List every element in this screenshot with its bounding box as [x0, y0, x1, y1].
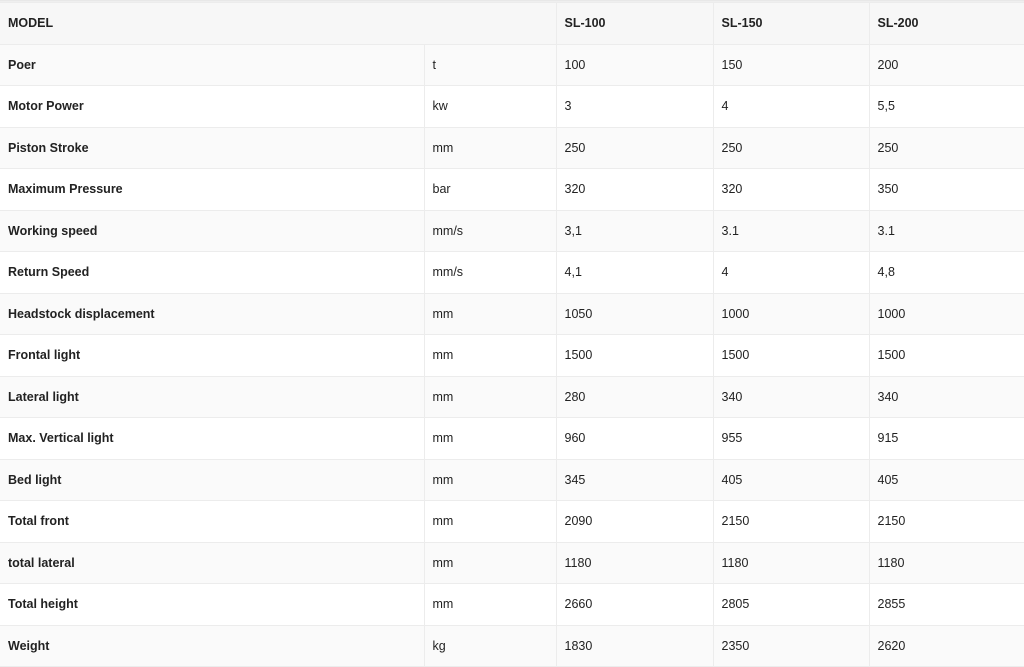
row-unit: mm/s [423, 209, 557, 252]
row-value: 350 [868, 168, 1024, 211]
row-label: Motor Power [0, 85, 425, 128]
table-row: Total front mm 2090 2150 2150 [0, 500, 1024, 543]
row-value: 3,1 [555, 209, 714, 252]
row-value: 960 [555, 417, 714, 460]
row-unit: t [423, 43, 557, 86]
table-row: Return Speed mm/s 4,1 4 4,8 [0, 251, 1024, 294]
row-label: Piston Stroke [0, 126, 425, 169]
row-value: 5,5 [868, 85, 1024, 128]
row-value: 3 [555, 85, 714, 128]
row-value: 405 [712, 458, 870, 501]
row-value: 2350 [712, 624, 870, 667]
row-label: Bed light [0, 458, 425, 501]
top-divider [0, 0, 1024, 2]
row-value: 340 [712, 375, 870, 418]
row-unit: mm [423, 583, 557, 626]
header-sl-100: SL-100 [555, 2, 714, 45]
row-value: 2150 [868, 500, 1024, 543]
row-value: 1050 [555, 292, 714, 335]
row-value: 200 [868, 43, 1024, 86]
row-value: 1500 [555, 334, 714, 377]
row-unit: mm [423, 458, 557, 501]
table-row: Maximum Pressure bar 320 320 350 [0, 168, 1024, 211]
row-value: 320 [555, 168, 714, 211]
row-label: Headstock displacement [0, 292, 425, 335]
row-unit: mm [423, 417, 557, 460]
row-value: 3.1 [712, 209, 870, 252]
row-label: Max. Vertical light [0, 417, 425, 460]
table-row: Poer t 100 150 200 [0, 43, 1024, 86]
row-value: 1500 [868, 334, 1024, 377]
row-label: Total front [0, 500, 425, 543]
table-row: Motor Power kw 3 4 5,5 [0, 85, 1024, 128]
row-unit: mm [423, 375, 557, 418]
row-value: 280 [555, 375, 714, 418]
header-sl-150: SL-150 [712, 2, 870, 45]
table-row: Bed light mm 345 405 405 [0, 458, 1024, 501]
row-value: 1000 [868, 292, 1024, 335]
row-unit: mm/s [423, 251, 557, 294]
row-value: 955 [712, 417, 870, 460]
row-label: Return Speed [0, 251, 425, 294]
table-row: Piston Stroke mm 250 250 250 [0, 126, 1024, 169]
header-sl-200: SL-200 [868, 2, 1024, 45]
row-value: 250 [868, 126, 1024, 169]
row-label: total lateral [0, 541, 425, 584]
row-value: 100 [555, 43, 714, 86]
row-value: 1500 [712, 334, 870, 377]
row-unit: mm [423, 500, 557, 543]
row-unit: kw [423, 85, 557, 128]
row-value: 1180 [555, 541, 714, 584]
row-value: 250 [555, 126, 714, 169]
row-value: 1180 [712, 541, 870, 584]
row-label: Weight [0, 624, 425, 667]
row-value: 2855 [868, 583, 1024, 626]
row-label: Poer [0, 43, 425, 86]
row-value: 4,8 [868, 251, 1024, 294]
row-value: 3.1 [868, 209, 1024, 252]
row-value: 4,1 [555, 251, 714, 294]
table-row: Max. Vertical light mm 960 955 915 [0, 417, 1024, 460]
row-unit: mm [423, 541, 557, 584]
table-row: total lateral mm 1180 1180 1180 [0, 541, 1024, 584]
row-value: 2805 [712, 583, 870, 626]
row-unit: bar [423, 168, 557, 211]
row-value: 2660 [555, 583, 714, 626]
table-row: Headstock displacement mm 1050 1000 1000 [0, 292, 1024, 335]
row-unit: mm [423, 292, 557, 335]
row-unit: mm [423, 126, 557, 169]
row-value: 150 [712, 43, 870, 86]
row-value: 915 [868, 417, 1024, 460]
header-row: MODEL SL-100 SL-150 SL-200 [0, 2, 1024, 45]
table-row: Frontal light mm 1500 1500 1500 [0, 334, 1024, 377]
row-value: 405 [868, 458, 1024, 501]
row-label: Maximum Pressure [0, 168, 425, 211]
row-label: Frontal light [0, 334, 425, 377]
row-value: 1830 [555, 624, 714, 667]
row-label: Total height [0, 583, 425, 626]
table-row: Working speed mm/s 3,1 3.1 3.1 [0, 209, 1024, 252]
row-label: Working speed [0, 209, 425, 252]
row-value: 2090 [555, 500, 714, 543]
table-row: Lateral light mm 280 340 340 [0, 375, 1024, 418]
row-value: 345 [555, 458, 714, 501]
row-value: 1180 [868, 541, 1024, 584]
row-value: 250 [712, 126, 870, 169]
row-unit: mm [423, 334, 557, 377]
table-row: Weight kg 1830 2350 2620 [0, 624, 1024, 667]
row-value: 340 [868, 375, 1024, 418]
header-model: MODEL [0, 2, 557, 45]
row-value: 320 [712, 168, 870, 211]
row-label: Lateral light [0, 375, 425, 418]
table-row: Total height mm 2660 2805 2855 [0, 583, 1024, 626]
row-value: 1000 [712, 292, 870, 335]
row-unit: kg [423, 624, 557, 667]
row-value: 4 [712, 85, 870, 128]
row-value: 4 [712, 251, 870, 294]
row-value: 2620 [868, 624, 1024, 667]
row-value: 2150 [712, 500, 870, 543]
